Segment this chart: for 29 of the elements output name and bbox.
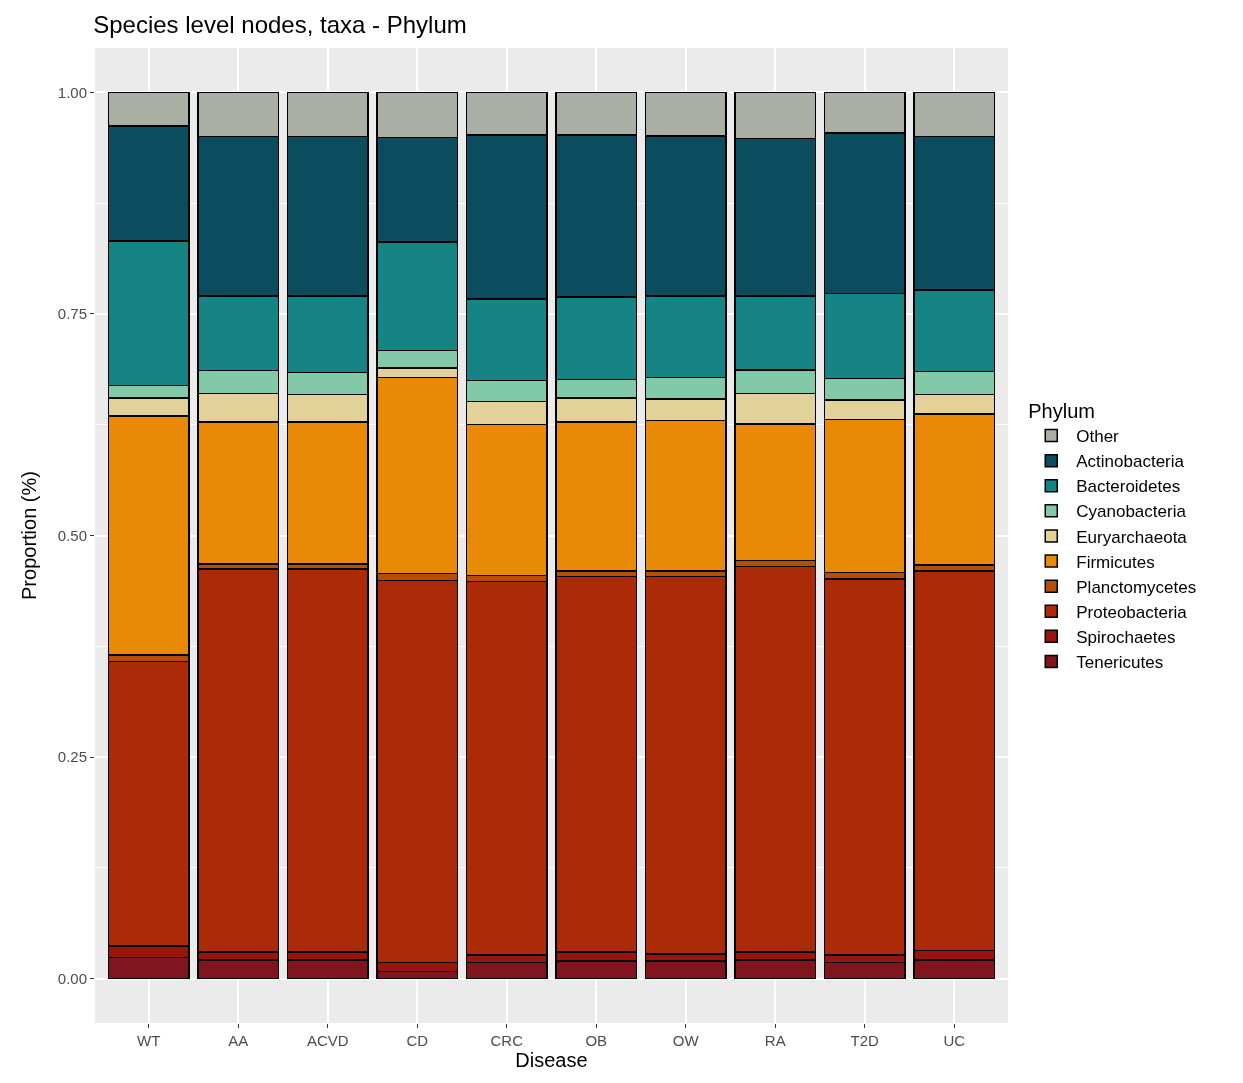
legend-title: Phylum <box>1028 400 1095 422</box>
y-axis-title: Proportion (%) <box>18 471 41 600</box>
x-tick-label: T2D <box>850 1032 880 1049</box>
y-tick-label: 1.00 <box>57 83 87 101</box>
y-tick-label: 0.00 <box>57 969 87 987</box>
x-tick-label: ACVD <box>306 1032 349 1049</box>
x-tick-label: CD <box>406 1032 429 1049</box>
y-tick-label: 0.75 <box>57 305 87 323</box>
y-tick-label: 0.50 <box>57 526 87 544</box>
legend-label: Euryarchaeota <box>1076 527 1188 547</box>
legend-label: Other <box>1076 427 1120 447</box>
legend-label: Actinobacteria <box>1076 452 1185 472</box>
x-tick-label: UC <box>943 1032 966 1049</box>
x-tick-label: WT <box>137 1032 161 1049</box>
x-tick-label: RA <box>764 1032 786 1049</box>
x-axis-title: Disease <box>515 1049 588 1071</box>
x-tick-label: OW <box>672 1032 700 1049</box>
legend-label: Bacteroidetes <box>1076 477 1181 497</box>
x-tick-label: OB <box>585 1032 608 1049</box>
x-tick-label: CRC <box>490 1032 524 1049</box>
legend-label: Cyanobacteria <box>1076 502 1187 522</box>
legend-label: Proteobacteria <box>1076 602 1188 622</box>
legend-label: Planctomycetes <box>1076 577 1197 597</box>
legend-label: Tenericutes <box>1076 653 1164 673</box>
x-tick-label: AA <box>228 1032 249 1049</box>
chart-title: Species level nodes, taxa - Phylum <box>93 11 467 39</box>
legend-label: Firmicutes <box>1076 552 1155 572</box>
legend-label: Spirochaetes <box>1076 627 1176 647</box>
y-tick-label: 0.25 <box>57 748 87 766</box>
